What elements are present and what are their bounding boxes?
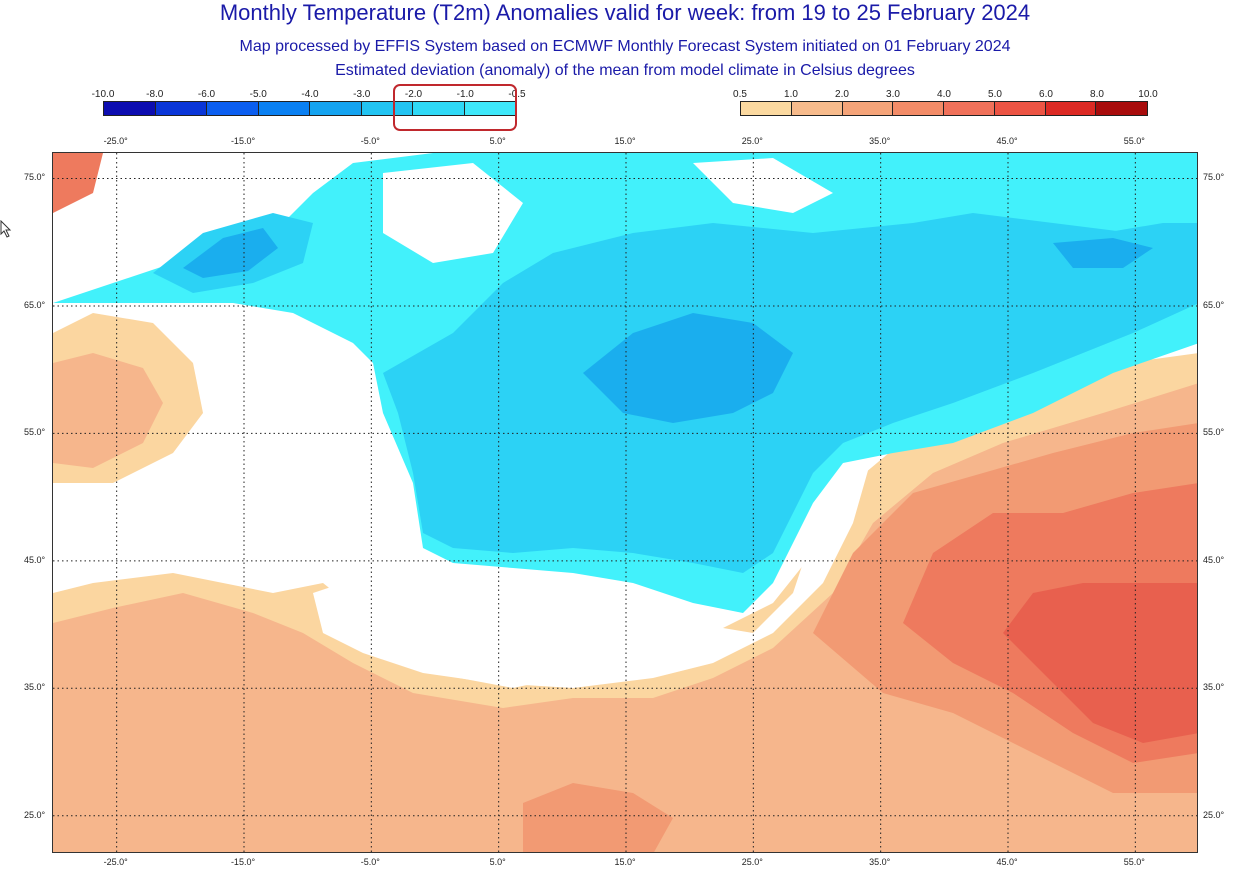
longitude-label: 45.0° bbox=[996, 136, 1018, 146]
legend-positive-anomalies: 0.5 1.0 2.0 3.0 4.0 5.0 6.0 8.0 10.0 bbox=[733, 89, 1158, 129]
legend-negative-swatch bbox=[361, 102, 413, 115]
legend-positive-swatches bbox=[740, 101, 1148, 116]
longitude-label: 5.0° bbox=[489, 136, 506, 146]
warm-moderate-atlantic bbox=[53, 353, 163, 468]
legend-positive-swatch bbox=[994, 102, 1046, 115]
legend-negative-swatch bbox=[207, 102, 259, 115]
legend-positive-label: 2.0 bbox=[835, 89, 849, 100]
legend-negative-swatch bbox=[310, 102, 362, 115]
legend-positive-label: 10.0 bbox=[1138, 89, 1158, 100]
legend-positive-swatch bbox=[893, 102, 944, 115]
legend-negative-swatch bbox=[258, 102, 310, 115]
legend-positive-label: 1.0 bbox=[784, 89, 798, 100]
map-subtitle-processing: Map processed by EFFIS System based on E… bbox=[239, 38, 1011, 55]
cold-strong-greenland-sea bbox=[183, 228, 278, 278]
longitude-label: -5.0° bbox=[360, 857, 380, 867]
cold-strong-barents bbox=[1053, 238, 1153, 268]
legend-positive-swatch bbox=[1045, 102, 1097, 115]
latitude-label: 75.0° bbox=[24, 172, 46, 183]
neutral-mediterranean bbox=[313, 453, 873, 688]
anomaly-map-canvas bbox=[53, 153, 1197, 852]
legend-positive-swatch bbox=[842, 102, 894, 115]
longitude-label: 45.0° bbox=[996, 857, 1018, 867]
legend-negative-label: -6.0 bbox=[197, 89, 216, 100]
cold-strong-scandinavia bbox=[583, 313, 793, 423]
longitude-label: 35.0° bbox=[869, 857, 891, 867]
longitude-label: 35.0° bbox=[869, 136, 891, 146]
latitude-label: 55.0° bbox=[24, 427, 46, 438]
mouse-cursor-icon bbox=[0, 220, 12, 238]
legend-negative-swatch bbox=[413, 102, 465, 115]
longitude-label: -25.0° bbox=[103, 857, 128, 867]
legend-negative-label: -0.5 bbox=[508, 89, 526, 100]
latitude-label: 25.0° bbox=[24, 809, 46, 820]
neutral-norwegian-sea bbox=[383, 163, 523, 263]
latitude-label: 45.0° bbox=[1203, 554, 1225, 565]
latitude-label: 75.0° bbox=[1203, 172, 1225, 183]
legend-negative-swatch bbox=[155, 102, 207, 115]
map-subtitle-description: Estimated deviation (anomaly) of the mea… bbox=[335, 62, 915, 79]
legend-highlight-box bbox=[393, 84, 517, 131]
longitude-label: -25.0° bbox=[103, 136, 128, 146]
legend-positive-label: 6.0 bbox=[1039, 89, 1053, 100]
legend-negative-label: -1.0 bbox=[456, 89, 474, 100]
legend-positive-swatch bbox=[1096, 102, 1147, 115]
latitude-label: 35.0° bbox=[24, 682, 46, 693]
latitude-label: 25.0° bbox=[1203, 809, 1225, 820]
legend-negative-label: -4.0 bbox=[301, 89, 319, 100]
latitude-label: 65.0° bbox=[24, 299, 46, 310]
longitude-label: 25.0° bbox=[741, 136, 763, 146]
warm-strong-sahara bbox=[523, 783, 673, 852]
legend-negative-label: -5.0 bbox=[249, 89, 267, 100]
longitude-label: 15.0° bbox=[614, 857, 636, 867]
legend-positive-label: 3.0 bbox=[886, 89, 900, 100]
latitude-label: 65.0° bbox=[1203, 299, 1225, 310]
legend-positive-label: 5.0 bbox=[988, 89, 1002, 100]
longitude-label: 55.0° bbox=[1123, 136, 1145, 146]
latitude-label: 55.0° bbox=[1203, 427, 1225, 438]
longitude-label: 5.0° bbox=[489, 857, 506, 867]
legend-positive-label: 4.0 bbox=[937, 89, 951, 100]
longitude-label: 25.0° bbox=[741, 857, 763, 867]
legend-negative-label: -2.0 bbox=[404, 89, 423, 100]
legend-positive-label: 0.5 bbox=[733, 89, 747, 100]
neutral-barents-pocket bbox=[693, 158, 833, 213]
map-title: Monthly Temperature (T2m) Anomalies vali… bbox=[219, 0, 1031, 25]
legend-negative-label: -10.0 bbox=[91, 89, 115, 100]
anomaly-map[interactable] bbox=[52, 152, 1198, 853]
longitude-label: -15.0° bbox=[230, 857, 256, 867]
latitude-label: 45.0° bbox=[24, 554, 46, 565]
legend-positive-swatch bbox=[741, 102, 792, 115]
neutral-greenland-coast bbox=[53, 153, 103, 213]
legend-negative-swatch bbox=[464, 102, 516, 115]
legend-negative-label: -8.0 bbox=[146, 89, 164, 100]
warm-strongest-east bbox=[1003, 583, 1197, 743]
longitude-label: 55.0° bbox=[1123, 857, 1145, 867]
latitude-label: 35.0° bbox=[1203, 682, 1225, 693]
legend-positive-label: 8.0 bbox=[1090, 89, 1104, 100]
longitude-label: -15.0° bbox=[230, 136, 256, 146]
longitude-label: 15.0° bbox=[614, 136, 636, 146]
legend-negative-label: -3.0 bbox=[353, 89, 371, 100]
legend-negative-swatch bbox=[104, 102, 156, 115]
legend-negative-swatches bbox=[103, 101, 517, 116]
longitude-label: -5.0° bbox=[360, 136, 380, 146]
cold-moderate-europe bbox=[383, 213, 1197, 573]
legend-positive-swatch bbox=[791, 102, 843, 115]
legend-positive-swatch bbox=[944, 102, 995, 115]
legend-negative-anomalies: -10.0 -8.0 -6.0 -5.0 -4.0 -3.0 -2.0 -1.0 -0.5 bbox=[92, 89, 526, 129]
